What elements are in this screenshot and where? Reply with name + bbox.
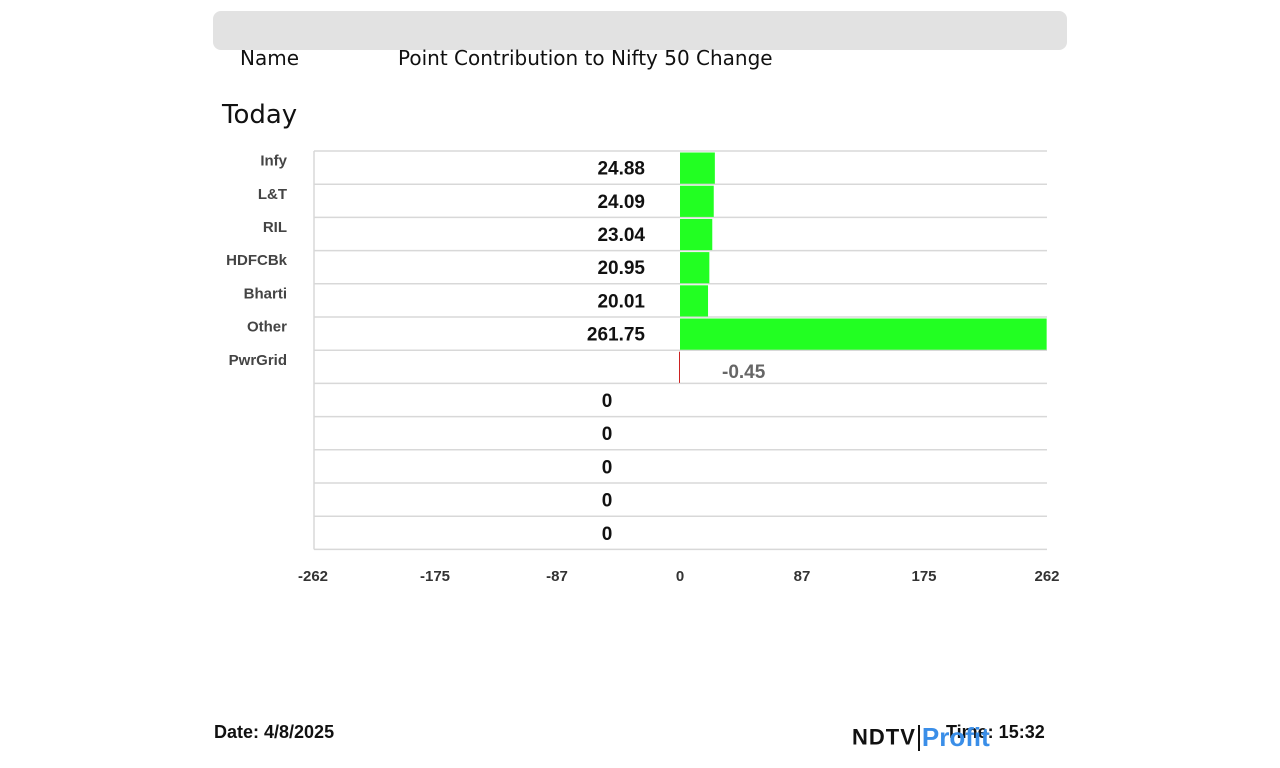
bar [680,185,714,217]
value-label: 24.09 [597,192,645,213]
value-label: 23.04 [597,225,645,246]
value-label: 20.95 [597,258,645,279]
value-label: -0.45 [722,362,766,383]
contribution-chart: Infy 24.88 L&T 24.09 RIL 23.04 HDFCBk 20.95 Bhar… [226,150,1060,585]
value-label: 0 [602,524,613,545]
category-label: HDFCBk [226,252,287,269]
value-label: 0 [602,391,613,412]
logo-ndtv-text: NDTV [852,724,916,750]
time-label: Time: 15:32 [946,722,1045,742]
category-label: Infy [260,153,287,170]
category-label: L&T [258,186,287,203]
x-tick-label: -87 [546,568,568,585]
logo-divider [917,724,920,751]
x-tick-label: 175 [911,568,936,585]
logo-profit-text: Profit [921,722,990,752]
x-tick-label: 0 [676,568,684,585]
x-tick-label: 262 [1034,568,1059,585]
chart-title: Point Contribution to Nifty 50 Change [398,46,773,70]
bar [680,252,710,284]
value-label: 261.75 [587,325,646,346]
bar [680,318,1047,350]
name-column-header: Name [240,46,300,70]
value-label: 0 [602,491,613,512]
ndtv-profit-logo: NDTV Profit [852,722,990,756]
category-label: Bharti [244,285,287,302]
bar [680,218,713,251]
category-label: Other [247,319,287,336]
value-label: 20.01 [597,291,645,312]
value-label: 0 [602,424,613,445]
value-label: 0 [602,457,613,478]
x-tick-label: -175 [420,568,450,585]
period-label: Today [222,100,298,130]
date-label: Date: 4/8/2025 [214,722,335,742]
category-label: PwrGrid [229,352,287,369]
x-tick-label: 87 [794,568,811,585]
bar [680,285,709,317]
category-label: RIL [263,219,287,236]
bar [679,351,680,383]
value-label: 24.88 [597,159,645,180]
top-banner [213,11,1067,50]
x-tick-label: -262 [298,568,328,585]
bar [680,152,715,184]
